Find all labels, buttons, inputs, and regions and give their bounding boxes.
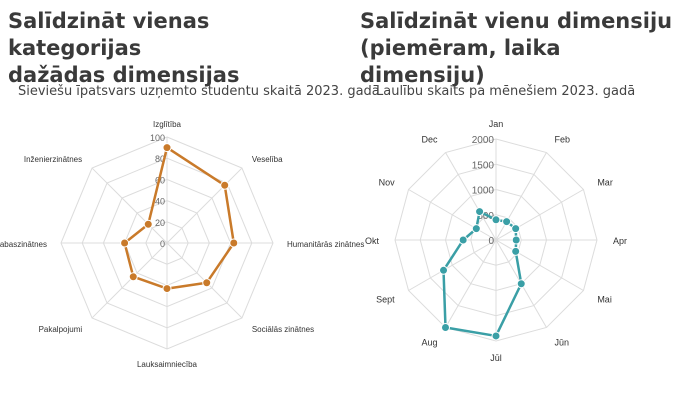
right-radar-data-point <box>511 235 521 245</box>
left-radar-grid-spoke <box>91 167 168 244</box>
left-radar-category-label: Dabaszinātnes <box>0 240 47 249</box>
left-radar-category-label: Lauksaimniecība <box>137 360 198 369</box>
left-radar-data-point <box>162 143 172 153</box>
left-radar-data-point <box>220 180 230 190</box>
left-radar-category-label: Pakalpojumi <box>39 325 83 334</box>
right-radar-series-line <box>442 210 523 338</box>
left-radar-data-point <box>120 238 130 248</box>
right-radar-data-point <box>491 215 501 225</box>
left-radar-category-label: Veselība <box>252 155 283 164</box>
right-radar-category-label: Jūn <box>555 337 570 347</box>
right-radar-grid-spoke <box>408 239 497 291</box>
left-radar-tick-label: 0 <box>160 239 165 249</box>
right-radar-data-point <box>511 246 521 256</box>
right-radar-category-label: Mai <box>597 295 612 305</box>
right-radar-grid-spoke <box>445 239 497 328</box>
right-radar-category-label: Dec <box>421 135 438 145</box>
right-radar-data-point <box>491 331 501 341</box>
right-radar-data-point <box>475 207 485 217</box>
right-radar-data-point <box>502 217 512 227</box>
right-radar-category-label: Nov <box>379 178 396 188</box>
right-radar-data-point <box>439 265 449 275</box>
left-radar-data-point <box>229 238 239 248</box>
right-radar-category-label: Jūl <box>490 353 502 363</box>
left-radar-data-point <box>143 219 153 229</box>
right-radar-grid-spoke <box>495 189 584 241</box>
left-radar-tick-label: 20 <box>155 218 165 228</box>
right-chart-subtitle: Laulību skaits pa mēnešiem 2023. gadā <box>376 84 636 99</box>
right-radar-tick-label: 1000 <box>472 186 495 197</box>
left-radar-tick-label: 80 <box>155 154 165 164</box>
right-radar-tick-label: 0 <box>488 236 494 247</box>
left-radar-data-point <box>128 272 138 282</box>
right-radar-data-point <box>471 224 481 234</box>
left-radar-data-point <box>202 278 212 288</box>
left-radar-tick-label: 100 <box>150 133 165 143</box>
left-panel-title: Salīdzināt vienas kategorijas dažādas di… <box>8 9 240 87</box>
right-panel-title: Salīdzināt vienu dimensiju (piemēram, la… <box>360 9 673 87</box>
left-radar-category-label: Izglītība <box>153 120 182 129</box>
right-radar-grid-spoke <box>495 239 584 291</box>
right-radar-data-point <box>458 235 468 245</box>
right-radar-tick-label: 2000 <box>472 135 495 146</box>
left-radar-grid-spoke <box>91 242 168 319</box>
left-chart-subtitle: Sieviešu īpatsvars uzņemto studentu skai… <box>18 84 380 99</box>
left-radar-category-label: Inženierzinātnes <box>24 155 82 164</box>
right-radar-grid-spoke <box>408 189 497 241</box>
right-radar-data-point <box>441 322 450 332</box>
right-radar-category-label: Jan <box>489 119 504 129</box>
right-radar-grid-spoke <box>445 152 497 241</box>
right-radar-tick-label: 500 <box>477 211 494 222</box>
right-radar-data-point <box>516 279 526 289</box>
left-radar-category-label: Humanitārās zinātnes <box>287 240 364 249</box>
right-radar-category-label: Okt <box>365 236 380 246</box>
right-radar-category-label: Sept <box>376 295 395 305</box>
left-radar-grid-spoke <box>166 167 243 244</box>
right-radar-data-point <box>511 224 521 234</box>
left-radar-tick-label: 40 <box>155 197 165 207</box>
right-radar-grid-spoke <box>495 152 547 241</box>
left-radar-data-point <box>162 284 172 294</box>
right-radar-category-label: Feb <box>555 135 571 145</box>
right-radar-category-label: Mar <box>597 178 613 188</box>
right-radar-category-label: Apr <box>613 236 627 246</box>
right-radar-tick-label: 1500 <box>472 160 495 171</box>
left-radar-category-label: Sociālās zinātnes <box>252 325 314 334</box>
right-radar-category-label: Aug <box>421 337 437 347</box>
